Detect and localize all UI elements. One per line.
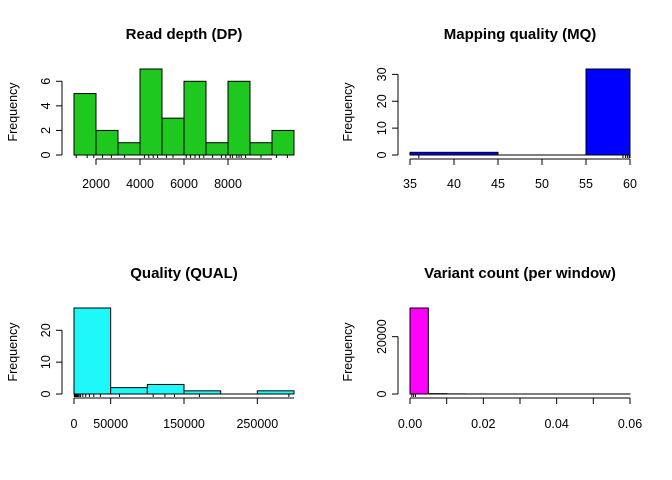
histogram-bar <box>110 387 148 395</box>
y-tick-label: 6 <box>39 78 53 85</box>
y-tick-label: 20 <box>375 94 389 108</box>
histogram-bar <box>249 142 273 156</box>
x-tick-label: 0.00 <box>398 417 422 431</box>
histogram-bar <box>256 390 295 395</box>
histogram-bar <box>161 117 185 156</box>
x-tick-label: 50000 <box>93 417 128 431</box>
y-tick-label: 0 <box>375 390 389 397</box>
histogram-bar <box>117 142 141 156</box>
x-tick-label: 40 <box>447 177 461 191</box>
histogram-bar <box>73 93 97 156</box>
histogram-bar <box>95 129 119 156</box>
x-tick-label: 6000 <box>170 177 198 191</box>
histogram-bar <box>205 142 229 156</box>
histogram-panel-2: Mapping quality (MQ) Frequency 35 40 45 50 55 6… <box>341 26 637 191</box>
y-axis-label: Frequency <box>341 322 355 382</box>
y-tick-label: 10 <box>39 355 53 369</box>
x-tick-label: 0.06 <box>618 417 642 431</box>
x-tick-label: 0.02 <box>471 417 495 431</box>
y-tick-label: 2 <box>39 127 53 134</box>
x-tick-label: 0 <box>71 417 78 431</box>
histogram-bar <box>73 307 112 395</box>
histogram-panel-4: Variant count (per window) Frequency 0.00 0… <box>341 265 642 431</box>
histogram-bar <box>183 80 207 156</box>
histogram-bar <box>139 68 163 156</box>
y-tick-label: 0 <box>375 151 389 158</box>
x-tick-label: 0.04 <box>544 417 568 431</box>
chart-title: Read depth (DP) <box>126 26 243 43</box>
y-axis-label: Frequency <box>6 322 20 382</box>
histogram-bar <box>585 68 631 156</box>
x-tick-label: 4000 <box>126 177 154 191</box>
y-tick-label: 20000 <box>375 319 389 354</box>
x-tick-label: 8000 <box>214 177 242 191</box>
x-tick-label: 250000 <box>236 417 278 431</box>
x-tick-label: 2000 <box>82 177 110 191</box>
y-tick-label: 10 <box>375 121 389 135</box>
x-tick-label: 45 <box>491 177 505 191</box>
histogram-bar <box>271 129 295 156</box>
y-axis-label: Frequency <box>341 82 355 142</box>
x-tick-label: 35 <box>403 177 417 191</box>
histogram-bar <box>409 151 499 156</box>
histogram-panel-1: Read depth (DP) Frequency 2000 4000 6000 8000… <box>6 26 295 191</box>
histogram-panel-3: Quality (QUAL) Frequency 0 50000 150000 25000… <box>6 265 295 431</box>
x-tick-label: 50 <box>535 177 549 191</box>
y-tick-label: 20 <box>39 323 53 337</box>
chart-title: Mapping quality (MQ) <box>444 26 596 43</box>
x-tick-label: 60 <box>623 177 637 191</box>
histogram-bar <box>183 390 222 395</box>
chart-title: Quality (QUAL) <box>130 265 238 282</box>
y-tick-label: 4 <box>39 102 53 109</box>
histogram-bar <box>146 383 185 395</box>
chart-title: Variant count (per window) <box>424 265 616 282</box>
histogram-bar <box>409 307 429 395</box>
histogram-bar <box>227 80 251 156</box>
x-tick-label: 55 <box>579 177 593 191</box>
y-tick-label: 30 <box>375 67 389 81</box>
y-tick-label: 0 <box>39 390 53 397</box>
y-axis-label: Frequency <box>6 82 20 142</box>
x-tick-label: 150000 <box>163 417 205 431</box>
y-tick-label: 0 <box>39 151 53 158</box>
